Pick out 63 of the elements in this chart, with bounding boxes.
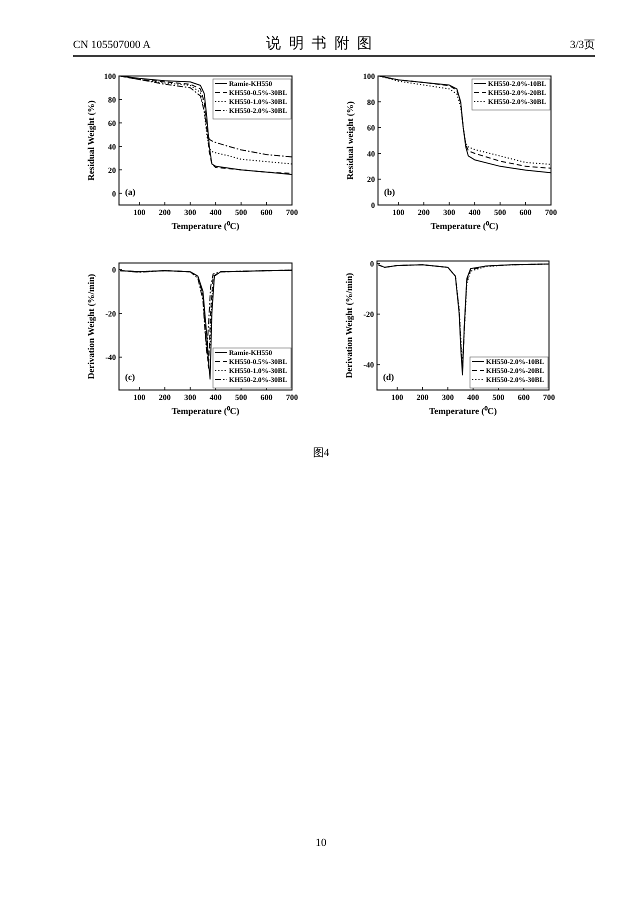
- y-tick-label: 60: [108, 118, 116, 128]
- y-tick-label: 80: [367, 98, 375, 107]
- x-tick-label: 100: [133, 208, 146, 217]
- y-tick-label: -40: [105, 353, 116, 362]
- y-tick-label: 100: [363, 72, 375, 81]
- x-tick-label: 200: [158, 208, 171, 217]
- text: 说 明 书 附 图: [266, 35, 374, 52]
- x-tick-label: 400: [210, 393, 222, 402]
- x-tick-label: 200: [418, 208, 430, 217]
- x-tick-label: 300: [443, 208, 456, 217]
- x-tick-label: 600: [520, 208, 532, 217]
- x-tick-label: 600: [518, 393, 530, 402]
- x-tick-label: 600: [260, 208, 273, 217]
- x-tick-label: 100: [392, 208, 404, 217]
- caption: 图4: [312, 447, 330, 459]
- y-axis-title: Derivation Weight (%/min): [86, 274, 96, 380]
- annotation: (b): [384, 187, 395, 197]
- y-tick-label: 20: [108, 166, 116, 175]
- x-tick-label: 700: [286, 208, 298, 217]
- text: 3/3页: [570, 39, 595, 51]
- x-tick-label: 400: [467, 393, 480, 402]
- y-tick-label: 40: [367, 149, 375, 158]
- text: CN 105507000 A: [73, 39, 151, 51]
- x-tick-label: 100: [133, 393, 146, 402]
- x-axis-title: Temperature (⁰C): [430, 221, 498, 231]
- x-tick-label: 500: [235, 393, 248, 402]
- y-tick-label: 60: [367, 124, 375, 133]
- y-tick-label: -20: [363, 310, 374, 320]
- annotation: (c): [125, 372, 135, 382]
- annotation: (a): [125, 187, 136, 197]
- y-tick-label: -40: [363, 360, 374, 370]
- y-axis-title: Residual Weight (%): [86, 100, 96, 181]
- y-tick-label: 0: [112, 189, 116, 198]
- x-axis-title: Temperature (⁰C): [172, 221, 240, 231]
- y-tick-label: 0: [370, 260, 374, 269]
- y-tick-label: 40: [108, 142, 116, 152]
- text: 10: [316, 837, 327, 849]
- annotation: (d): [383, 372, 394, 382]
- y-tick-label: 100: [104, 72, 116, 81]
- x-tick-label: 200: [416, 393, 429, 402]
- y-tick-label: -20: [105, 309, 116, 318]
- y-axis-title: Derivation Weight (%/min): [344, 272, 354, 378]
- x-tick-label: 300: [442, 393, 454, 402]
- x-tick-label: 300: [184, 393, 196, 402]
- y-tick-label: 80: [108, 95, 116, 104]
- x-tick-label: 700: [545, 208, 557, 217]
- y-tick-label: 0: [371, 201, 375, 210]
- x-tick-label: 700: [543, 393, 555, 402]
- x-tick-label: 200: [158, 393, 171, 402]
- x-tick-label: 400: [210, 208, 222, 217]
- y-axis-title: Residual weight (%): [345, 101, 355, 180]
- x-tick-label: 600: [260, 393, 273, 402]
- y-tick-label: 20: [367, 175, 375, 184]
- x-tick-label: 100: [391, 393, 404, 402]
- x-axis-title: Temperature (⁰C): [429, 406, 497, 416]
- x-tick-label: 500: [494, 208, 506, 217]
- x-tick-label: 500: [492, 393, 504, 402]
- x-tick-label: 500: [235, 208, 248, 217]
- x-axis-title: Temperature (⁰C): [172, 406, 240, 416]
- y-tick-label: 0: [112, 266, 116, 275]
- x-tick-label: 400: [468, 208, 481, 217]
- x-tick-label: 700: [286, 393, 298, 402]
- x-tick-label: 300: [184, 208, 196, 217]
